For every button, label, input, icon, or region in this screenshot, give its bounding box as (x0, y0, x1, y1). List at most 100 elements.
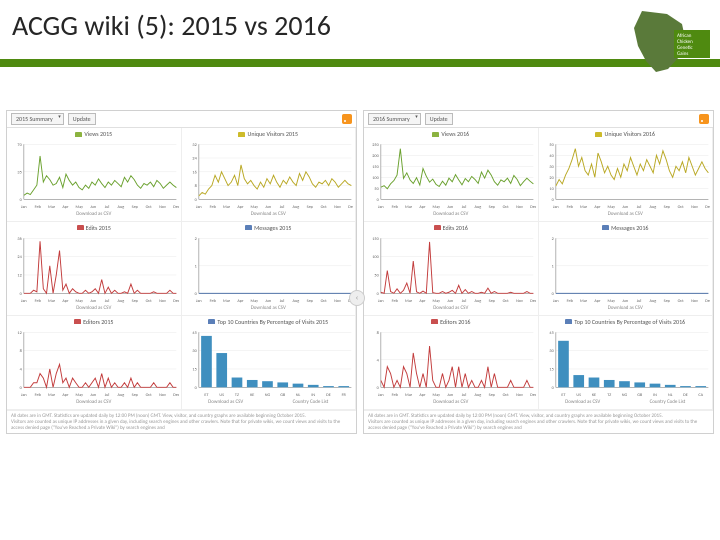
download-csv-link[interactable]: Download as CSV (184, 211, 354, 217)
download-csv-link[interactable]: Download as CSV (366, 399, 536, 405)
svg-text:Oct: Oct (503, 393, 510, 398)
svg-text:100: 100 (372, 176, 379, 181)
svg-text:Sep: Sep (489, 393, 496, 398)
svg-text:Jan: Jan (378, 205, 384, 210)
svg-text:15: 15 (192, 367, 196, 372)
svg-text:0: 0 (551, 292, 554, 297)
svg-text:Aug: Aug (475, 393, 482, 398)
svg-text:Oct: Oct (677, 205, 684, 210)
rss-icon[interactable] (342, 114, 352, 124)
svg-text:32: 32 (192, 143, 196, 148)
svg-text:Jun: Jun (447, 299, 453, 304)
download-csv-link[interactable]: Download as CSV (9, 399, 179, 405)
svg-text:May: May (607, 205, 615, 210)
svg-text:Aug: Aug (292, 299, 299, 304)
download-csv-link[interactable]: Download as CSV (9, 211, 179, 217)
svg-text:Oct: Oct (146, 393, 153, 398)
svg-text:Dec: Dec (348, 205, 353, 210)
svg-text:Feb: Feb (209, 299, 216, 304)
svg-text:Jun: Jun (265, 205, 271, 210)
download-csv-link[interactable]: Download as CSV (208, 399, 243, 405)
split-drag-handle-icon[interactable]: ‹ (349, 290, 365, 306)
download-csv-link[interactable]: Download as CSV (366, 211, 536, 217)
rss-icon[interactable] (699, 114, 709, 124)
svg-text:4: 4 (377, 358, 380, 363)
svg-text:Jan: Jan (378, 393, 384, 398)
chart-footer: Download as CSV Country Code List (541, 399, 711, 405)
update-button[interactable]: Update (68, 113, 96, 125)
svg-text:US: US (576, 393, 581, 398)
svg-text:Oct: Oct (146, 205, 153, 210)
country-list-link[interactable]: Country Code List (650, 399, 686, 405)
folder-icon (602, 225, 609, 230)
svg-text:Nov: Nov (159, 393, 166, 398)
svg-text:8: 8 (194, 184, 196, 189)
svg-text:NG: NG (264, 393, 270, 398)
svg-text:Apr: Apr (594, 299, 601, 304)
svg-text:Jul: Jul (462, 393, 467, 398)
svg-text:FR: FR (341, 393, 346, 398)
page-title: ACGG wiki (5): 2015 vs 2016 (12, 8, 708, 43)
svg-text:DE: DE (326, 393, 331, 398)
svg-text:May: May (76, 393, 84, 398)
svg-text:Mar: Mar (405, 299, 413, 304)
download-csv-link[interactable]: Download as CSV (541, 211, 711, 217)
summary-dropdown[interactable]: 2015 Summary (11, 113, 64, 125)
download-csv-link[interactable]: Download as CSV (9, 305, 179, 311)
svg-text:150: 150 (372, 165, 379, 170)
svg-text:36: 36 (17, 237, 21, 242)
update-button[interactable]: Update (425, 113, 453, 125)
svg-text:70: 70 (17, 143, 22, 148)
svg-text:Jul: Jul (636, 299, 641, 304)
mini-chart: Edits 2016 050100150 JanFebMarAprMayJunJ… (364, 222, 539, 316)
slide-header: ACGG wiki (5): 2015 vs 2016 African Chic… (0, 0, 720, 59)
svg-text:Jun: Jun (622, 299, 628, 304)
svg-text:250: 250 (372, 143, 379, 148)
mini-chart: Top 10 Countries By Percentage of Visits… (539, 316, 714, 410)
chart-title: Views 2015 (9, 130, 179, 138)
download-csv-link[interactable]: Download as CSV (366, 305, 536, 311)
svg-text:Jul: Jul (636, 205, 641, 210)
chart-title: Unique Visitors 2016 (541, 130, 711, 138)
svg-text:0: 0 (20, 198, 23, 203)
comparison-panels: 2015 Summary Update Views 2015 03570 Jan… (0, 110, 720, 434)
chart-title: Top 10 Countries By Percentage of Visits… (184, 318, 354, 326)
svg-text:NL: NL (667, 393, 672, 398)
svg-text:Jul: Jul (105, 205, 110, 210)
svg-text:45: 45 (549, 331, 553, 336)
summary-dropdown[interactable]: 2016 Summary (368, 113, 421, 125)
svg-text:Feb: Feb (392, 393, 399, 398)
svg-text:Feb: Feb (392, 205, 399, 210)
svg-text:Jun: Jun (90, 205, 96, 210)
svg-text:Dec: Dec (173, 299, 178, 304)
svg-text:May: May (76, 205, 84, 210)
svg-text:May: May (250, 205, 258, 210)
panel-2015-footer: All dates are in GMT. Statistics are upd… (7, 410, 356, 433)
svg-text:Sep: Sep (132, 393, 139, 398)
svg-text:Aug: Aug (475, 205, 482, 210)
svg-text:Feb: Feb (392, 299, 399, 304)
chart-title: Edits 2016 (366, 224, 536, 232)
svg-text:Apr: Apr (62, 393, 69, 398)
svg-text:Dec: Dec (173, 393, 178, 398)
svg-text:Mar: Mar (48, 205, 56, 210)
svg-text:Apr: Apr (594, 205, 601, 210)
svg-text:Mar: Mar (48, 299, 56, 304)
chart-title: Editors 2016 (366, 318, 536, 326)
svg-text:Jul: Jul (105, 393, 110, 398)
svg-text:Jul: Jul (462, 205, 467, 210)
svg-text:8: 8 (377, 331, 379, 336)
svg-text:Aug: Aug (649, 299, 656, 304)
download-csv-link[interactable]: Download as CSV (184, 305, 354, 311)
svg-text:Sep: Sep (489, 299, 496, 304)
download-csv-link[interactable]: Download as CSV (541, 305, 711, 311)
svg-text:Mar: Mar (223, 299, 231, 304)
panel-2015-toolbar: 2015 Summary Update (7, 111, 356, 128)
svg-text:GB: GB (637, 393, 643, 398)
download-csv-link[interactable]: Download as CSV (565, 399, 600, 405)
svg-text:Apr: Apr (419, 393, 426, 398)
mini-chart: Unique Visitors 2016 01020304050 JanFebM… (539, 128, 714, 222)
country-list-link[interactable]: Country Code List (293, 399, 329, 405)
folder-icon (245, 225, 252, 230)
svg-text:Mar: Mar (405, 205, 413, 210)
